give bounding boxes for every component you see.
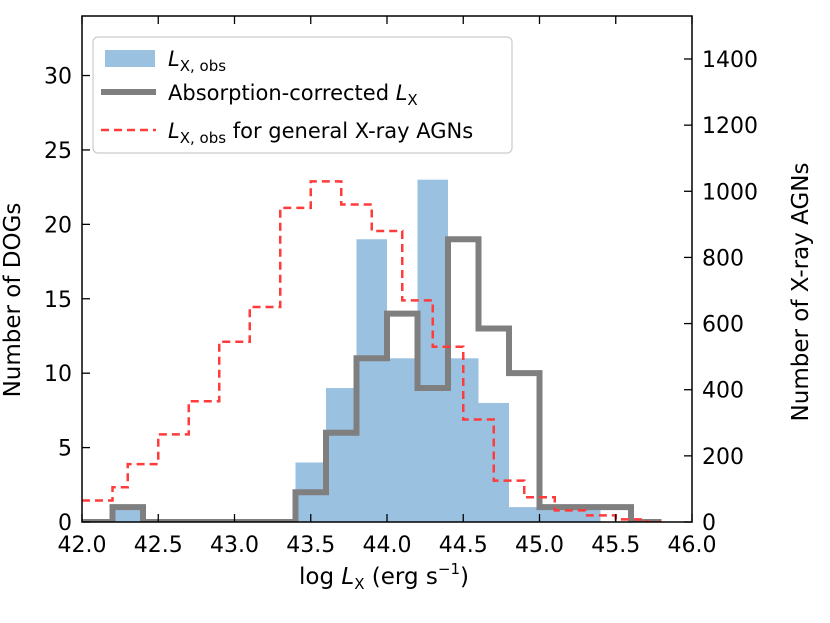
y-right-tick-label: 600 [702, 313, 744, 338]
y-axis-label-left: Number of DOGs [0, 203, 26, 398]
x-tick-label: 42.0 [58, 533, 107, 558]
y-right-tick-label: 1400 [702, 48, 758, 73]
y-left-tick-label: 10 [44, 362, 72, 387]
observed-bar [570, 507, 601, 522]
legend-label-general-agn: LX, obs for general X-ray AGNs [168, 119, 473, 147]
x-tick-label: 45.5 [591, 533, 640, 558]
y-left-tick-label: 20 [44, 213, 72, 238]
observed-bar [112, 507, 143, 522]
x-tick-label: 44.5 [439, 533, 488, 558]
observed-bar [539, 507, 570, 522]
x-tick-label: 45.0 [515, 533, 564, 558]
x-tick-label: 46.0 [668, 533, 717, 558]
series-group [82, 179, 662, 522]
observed-bar [356, 239, 387, 522]
observed-bar [326, 388, 357, 522]
y-right-tick-label: 1000 [702, 180, 758, 205]
x-tick-label: 43.0 [210, 533, 259, 558]
y-right-tick-label: 800 [702, 246, 744, 271]
plot-area [82, 179, 662, 522]
x-tick-label: 42.5 [134, 533, 183, 558]
legend-label-corrected: Absorption-corrected LX [168, 81, 418, 109]
y-right-tick-label: 200 [702, 445, 744, 470]
corrected-step-line [82, 236, 662, 522]
legend: LX, obs Absorption-corrected LX LX, obs … [92, 36, 513, 154]
y-left-tick-label: 30 [44, 65, 72, 90]
observed-bar [387, 358, 418, 522]
observed-bar [417, 179, 448, 522]
y-right-tick-label: 1200 [702, 114, 758, 139]
x-axis-label: log LX (erg s−1) [299, 560, 469, 593]
y-axis-label-right: Number of X-ray AGNs [788, 163, 814, 422]
legend-frame [92, 36, 513, 154]
y-left-tick-label: 25 [44, 139, 72, 164]
y-left-tick-label: 15 [44, 288, 72, 313]
ticks: 42.0 42.5 43.0 43.5 44.0 44.5 45.0 45.5 46.00510… [44, 16, 758, 558]
y-left-tick-label: 5 [58, 437, 72, 462]
y-right-tick-label: 400 [702, 379, 744, 404]
x-tick-label: 44.0 [363, 533, 412, 558]
legend-swatch-observed [105, 50, 155, 67]
y-right-tick-label: 0 [702, 511, 716, 536]
x-tick-label: 43.5 [286, 533, 335, 558]
y-left-tick-label: 0 [58, 511, 72, 536]
observed-bar [509, 507, 540, 522]
legend-label-observed: LX, obs [168, 47, 226, 75]
observed-bar [478, 402, 509, 522]
